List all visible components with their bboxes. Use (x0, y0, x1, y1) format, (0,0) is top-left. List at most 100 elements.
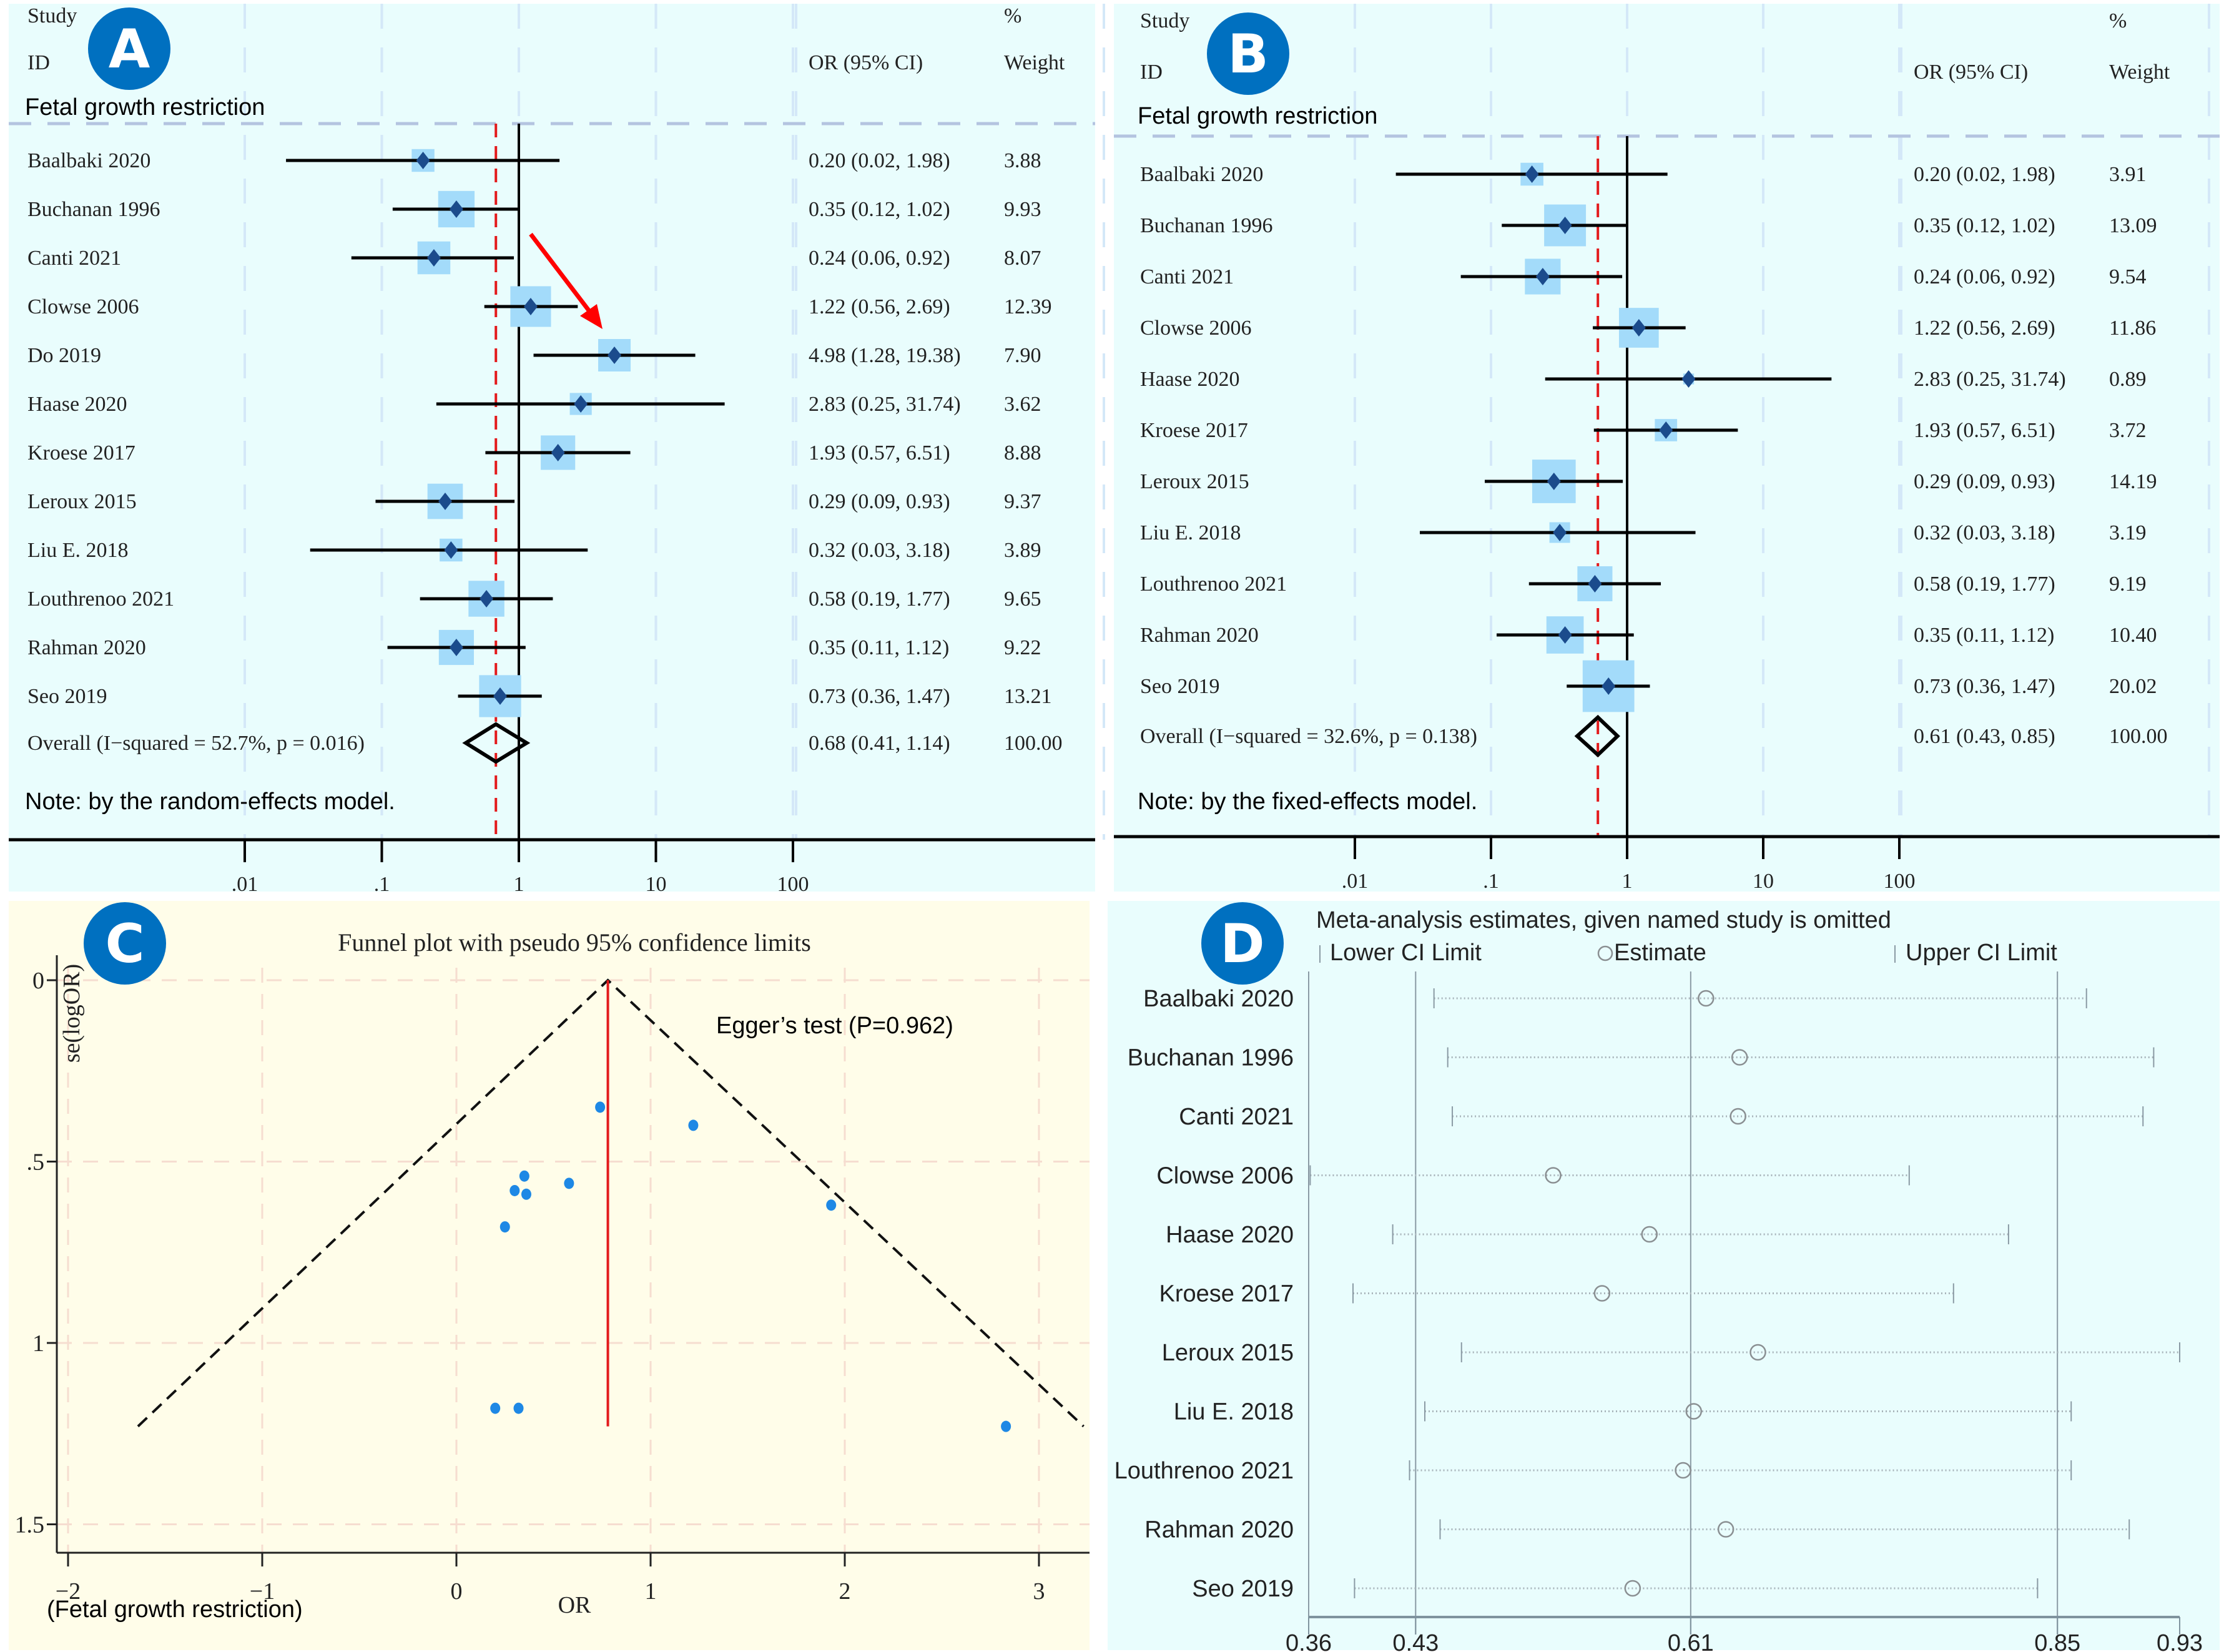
x-tick-label: .1 (374, 873, 390, 896)
study-name: Baalbaki 2020 (1140, 163, 1263, 186)
study-name: Do 2019 (27, 344, 101, 367)
or-ci-value: 1.93 (0.57, 6.51) (1914, 419, 2055, 442)
overall-weight: 100.00 (1004, 732, 1063, 755)
header-weight: Weight (1004, 51, 1065, 74)
study-name: Leroux 2015 (27, 490, 137, 513)
study-name: Haase 2020 (1140, 368, 1240, 391)
study-name: Seo 2019 (1192, 1576, 1294, 1602)
estimate-marker (1685, 1403, 1702, 1420)
study-row: Buchanan 1996 0.35 (0.12, 1.02) 9.93 (27, 190, 1041, 228)
legend-lower-ci: Lower CI Limit (1330, 940, 1482, 966)
x-tick-label: .01 (1342, 870, 1369, 893)
point-estimate-marker (449, 639, 463, 656)
study-row: Baalbaki 2020 0.20 (0.02, 1.98) 3.88 (27, 149, 1041, 172)
legend-estimate-symbol (1597, 945, 1613, 961)
estimate-marker (1731, 1049, 1748, 1066)
x-tick-label: −2 (56, 1578, 81, 1605)
study-row: Haase 2020 (1166, 1222, 2009, 1248)
or-ci-value: 0.58 (0.19, 1.77) (809, 588, 950, 611)
study-name: Rahman 2020 (1140, 624, 1259, 647)
point-estimate-marker (449, 200, 463, 218)
overall-row: Overall (I−squared = 52.7%, p = 0.016) 0.… (27, 722, 1063, 764)
study-row: Kroese 2017 1.93 (0.57, 6.51) 3.72 (1140, 419, 2147, 442)
study-point (826, 1199, 837, 1211)
study-row: Louthrenoo 2021 (1114, 1458, 2072, 1484)
estimate-marker (1717, 1521, 1734, 1538)
study-name: Rahman 2020 (1144, 1517, 1294, 1543)
weight-value: 13.21 (1004, 685, 1052, 708)
point-estimate-marker (608, 347, 622, 364)
weight-value: 3.72 (2109, 419, 2147, 442)
funnel-plot: −2 −1 0 1 2 3 0 .5 1 1.5 Funnel plot with pseudo 9… (15, 902, 1090, 1623)
overall-row: Overall (I−squared = 32.6%, p = 0.138) 0.… (1140, 714, 2168, 758)
study-name: Liu E. 2018 (1140, 521, 1241, 544)
study-name: Kroese 2017 (27, 441, 135, 465)
study-row: Seo 2019 (1192, 1576, 2039, 1602)
x-tick-label: 10 (1753, 870, 1774, 893)
x-tick-label: 0.61 (1668, 1630, 1714, 1652)
overall-label: Overall (I−squared = 52.7%, p = 0.016) (27, 732, 365, 755)
study-name: Canti 2021 (1140, 265, 1234, 288)
study-row: Canti 2021 0.24 (0.06, 0.92) 9.54 (1140, 258, 2147, 295)
weight-value: 9.22 (1004, 636, 1041, 659)
x-tick-label: .1 (1483, 870, 1499, 893)
point-estimate-marker (551, 444, 565, 461)
panel-badge: A (88, 7, 170, 90)
estimate-marker (1624, 1580, 1641, 1597)
point-estimate-marker (523, 298, 538, 315)
study-name: Buchanan 1996 (1140, 214, 1272, 237)
weight-value: 9.54 (2109, 265, 2147, 288)
study-name: Leroux 2015 (1162, 1340, 1294, 1366)
chart-title: Funnel plot with pseudo 95% confidence l… (338, 928, 811, 956)
estimate-marker (1675, 1462, 1691, 1479)
weight-value: 3.19 (2109, 521, 2147, 544)
or-ci-value: 1.22 (0.56, 2.69) (809, 295, 950, 318)
study-name: Clowse 2006 (1156, 1163, 1294, 1189)
x-tick-label: 2 (839, 1578, 851, 1605)
x-tick-label: 100 (777, 873, 809, 896)
weight-value: 14.19 (2109, 470, 2157, 493)
weight-value: 20.02 (2109, 675, 2157, 698)
or-ci-value: 2.83 (0.25, 31.74) (809, 393, 961, 416)
x-tick-label: 0.85 (2034, 1630, 2080, 1652)
study-point (499, 1221, 510, 1233)
study-row: Seo 2019 0.73 (0.36, 1.47) 13.21 (27, 675, 1052, 717)
study-name: Kroese 2017 (1159, 1281, 1294, 1307)
study-row: Leroux 2015 0.29 (0.09, 0.93) 9.37 (27, 483, 1041, 519)
study-name: Baalbaki 2020 (1143, 986, 1294, 1012)
panel-badge: C (84, 902, 166, 985)
model-note: Note: by the random-effects model. (25, 789, 395, 815)
weight-value: 9.19 (2109, 573, 2147, 596)
study-point (1001, 1420, 1011, 1432)
or-ci-value: 0.20 (0.02, 1.98) (809, 149, 950, 172)
study-point (688, 1119, 699, 1131)
x-tick-label: 0.43 (1392, 1630, 1439, 1652)
overall-or-ci: 0.68 (0.41, 1.14) (809, 732, 950, 755)
panel-badge: B (1207, 12, 1289, 95)
legend-upper-ci: Upper CI Limit (1906, 940, 2057, 966)
or-ci-value: 0.58 (0.19, 1.77) (1914, 573, 2055, 596)
study-row: Do 2019 4.98 (1.28, 19.38) 7.90 (27, 339, 1041, 371)
arrow-shaft (529, 232, 596, 320)
study-name: Haase 2020 (27, 393, 127, 416)
study-row: Baalbaki 2020 0.20 (0.02, 1.98) 3.91 (1140, 162, 2147, 186)
badge-letter: C (105, 913, 144, 975)
point-estimate-marker (438, 493, 452, 510)
study-name: Canti 2021 (27, 247, 121, 270)
point-estimate-marker (574, 395, 588, 413)
y-tick-label: 1 (32, 1330, 44, 1357)
study-name: Liu E. 2018 (27, 539, 128, 562)
or-ci-value: 1.22 (0.56, 2.69) (1914, 317, 2055, 340)
study-name: Seo 2019 (1140, 675, 1220, 698)
study-row: Seo 2019 0.73 (0.36, 1.47) 20.02 (1140, 660, 2157, 712)
panel-d-sensitivity-plot: 0.36 0.43 0.61 0.85 0.93 Baalbaki 2020 Buchana… (1108, 901, 2220, 1652)
point-estimate-marker (1553, 524, 1567, 541)
forest-plot-a: Study ID% OR (95% CI) Weight Fetal growth re… (9, 4, 1105, 896)
point-estimate-marker (1547, 473, 1561, 490)
panel-a-forest-random: Study ID% OR (95% CI) Weight Fetal growth re… (9, 4, 1105, 896)
subgroup-caption: (Fetal growth restriction) (47, 1596, 303, 1623)
study-row: Liu E. 2018 0.32 (0.03, 3.18) 3.89 (27, 538, 1041, 562)
header-id: ID (1140, 61, 1163, 84)
or-ci-value: 0.29 (0.09, 0.93) (1914, 470, 2055, 493)
or-ci-value: 0.73 (0.36, 1.47) (1914, 675, 2055, 698)
